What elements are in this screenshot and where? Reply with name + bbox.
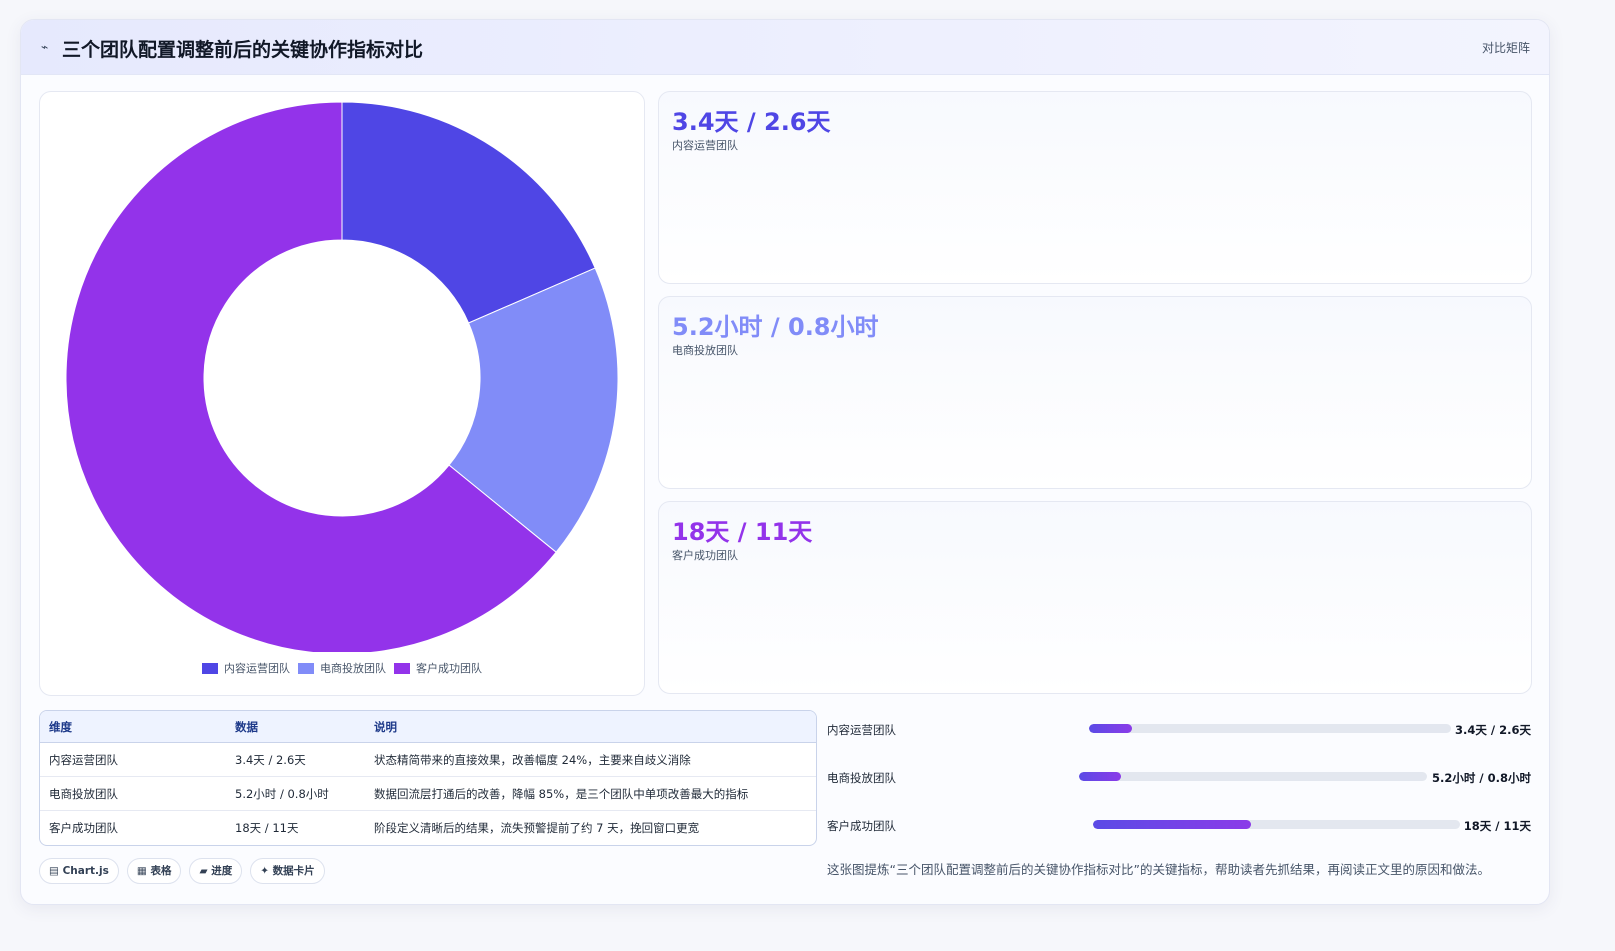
table-cell: 5.2小时 / 0.8小时 (226, 776, 365, 811)
summary-note: 这张图提炼“三个团队配置调整前后的关键协作指标对比”的关键指标，帮助读者先抓结果… (827, 862, 1490, 877)
table-cell: 3.4天 / 2.6天 (226, 742, 365, 777)
legend-swatch (202, 662, 218, 674)
chart-legend: 内容运营团队 电商投放团队 客户成功团队 (40, 660, 644, 676)
table-header: 说明 (365, 711, 816, 743)
stat-value: 3.4天 / 2.6天 (672, 108, 831, 136)
stat-label: 客户成功团队 (672, 549, 738, 562)
table-cell: 阶段定义清晰后的结果，流失预警提前了约 7 天，挽回窗口更宽 (374, 820, 700, 835)
chip-table[interactable]: ▦ 表格 (126, 858, 182, 884)
table-cell: 内容运营团队 (40, 742, 226, 777)
data-table: 维度 数据 说明 内容运营团队 3.4天 / 2.6天 状态精简带来的直接效果，… (40, 711, 816, 844)
table-cell: 客户成功团队 (49, 820, 118, 835)
chart-line-icon: ⌁ (41, 40, 49, 54)
table-header: 数据 (226, 711, 365, 743)
donut-slice[interactable] (65, 101, 557, 652)
legend-swatch (394, 662, 410, 674)
mode-label[interactable]: 对比矩阵 (1481, 41, 1530, 55)
progress-row: 电商投放团队 5.2小时 / 0.8小时 (827, 768, 1531, 788)
progress-track (1093, 820, 1460, 829)
tag-chips: ▤ Chart.js ▦ 表格 ▰ 进度 ✦ 数据卡片 (39, 858, 325, 884)
stat-label: 内容运营团队 (672, 139, 738, 152)
panel-header: ⌁ 三个团队配置调整前后的关键协作指标对比 对比矩阵 (21, 20, 1549, 75)
legend-label: 内容运营团队 (224, 662, 290, 675)
legend-item[interactable]: 客户成功团队 (394, 660, 482, 676)
stat-value: 5.2小时 / 0.8小时 (672, 313, 879, 341)
table-cell: 数据回流层打通后的改善，降幅 85%，是三个团队中单项改善最大的指标 (365, 776, 816, 811)
legend-label: 客户成功团队 (416, 662, 482, 675)
progress-fill (1093, 820, 1251, 829)
table-row: 客户成功团队 18天 / 11天 阶段定义清晰后的结果，流失预警提前了约 7 天… (40, 811, 816, 845)
donut-slice[interactable] (341, 101, 596, 324)
table-cell: 状态精简带来的直接效果，改善幅度 24%，主要来自歧义消除 (365, 742, 816, 777)
progress-fill (1089, 724, 1133, 733)
legend-item[interactable]: 电商投放团队 (298, 660, 386, 676)
donut-chart[interactable] (40, 92, 644, 652)
data-table-card: 维度 数据 说明 内容运营团队 3.4天 / 2.6天 状态精简带来的直接效果，… (39, 710, 817, 846)
progress-label: 客户成功团队 (827, 819, 896, 833)
chip-data-cards[interactable]: ✦ 数据卡片 (250, 858, 325, 884)
stat-card: 3.4天 / 2.6天 内容运营团队 (658, 91, 1532, 284)
progress-label: 电商投放团队 (827, 771, 896, 785)
progress-track (1079, 772, 1427, 781)
progress-label: 内容运营团队 (827, 723, 896, 737)
progress-value: 18天 / 11天 (1463, 819, 1531, 833)
page-title: 三个团队配置调整前后的关键协作指标对比 (62, 39, 424, 61)
progress-value: 3.4天 / 2.6天 (1455, 723, 1531, 737)
table-row: 电商投放团队 5.2小时 / 0.8小时 数据回流层打通后的改善，降幅 85%，… (40, 776, 816, 811)
progress-track (1089, 724, 1451, 733)
stat-card: 18天 / 11天 客户成功团队 (658, 501, 1532, 694)
table-cell: 18天 / 11天 (235, 820, 299, 835)
progress-value: 5.2小时 / 0.8小时 (1432, 771, 1531, 785)
progress-row: 内容运营团队 3.4天 / 2.6天 (827, 720, 1531, 740)
stat-value: 18天 / 11天 (672, 518, 813, 546)
table-header-row: 维度 数据 说明 (40, 711, 816, 743)
legend-swatch (298, 662, 314, 674)
progress-fill (1079, 772, 1121, 781)
donut-chart-card: 内容运营团队 电商投放团队 客户成功团队 (39, 91, 645, 696)
table-cell: 电商投放团队 (40, 776, 226, 811)
stat-card: 5.2小时 / 0.8小时 电商投放团队 (658, 296, 1532, 489)
stat-label: 电商投放团队 (672, 344, 738, 357)
dashboard-panel: ⌁ 三个团队配置调整前后的关键协作指标对比 对比矩阵 内容运营团队 电商投放团队… (20, 19, 1550, 905)
legend-item[interactable]: 内容运营团队 (202, 660, 290, 676)
table-header: 维度 (40, 711, 226, 743)
progress-row: 客户成功团队 18天 / 11天 (827, 816, 1531, 836)
legend-label: 电商投放团队 (320, 662, 386, 675)
chip-progress[interactable]: ▰ 进度 (189, 858, 243, 884)
chip-chartjs[interactable]: ▤ Chart.js (39, 858, 119, 884)
donut-slice[interactable] (448, 267, 619, 553)
table-row: 内容运营团队 3.4天 / 2.6天 状态精简带来的直接效果，改善幅度 24%，… (40, 742, 816, 777)
